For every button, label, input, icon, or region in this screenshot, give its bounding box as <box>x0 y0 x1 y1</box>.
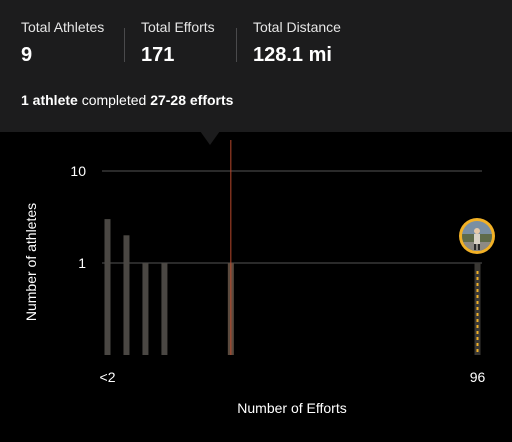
user-layer <box>459 218 495 254</box>
bars-layer <box>104 219 481 355</box>
bar[interactable] <box>161 263 168 355</box>
tooltip-pointer <box>200 131 220 145</box>
x-axis-label: Number of Efforts <box>237 400 346 416</box>
user-avatar-photo <box>462 221 492 251</box>
tooltip-panel: Total Athletes 9 Total Efforts 171 Total… <box>0 0 512 132</box>
y-tick-label: 1 <box>78 255 86 271</box>
x-tick-label: 96 <box>470 369 486 385</box>
stat-divider <box>124 28 125 62</box>
stat-value: 9 <box>21 44 33 66</box>
y-tick-label: 10 <box>70 163 86 179</box>
bar[interactable] <box>123 235 130 355</box>
summary-efforts: 27-28 efforts <box>150 92 234 108</box>
x-tick-label: <2 <box>100 369 116 385</box>
stat-total-efforts: Total Efforts 171 <box>141 19 215 66</box>
stat-total-athletes: Total Athletes 9 <box>21 19 104 66</box>
stat-value: 171 <box>141 44 175 66</box>
bar[interactable] <box>142 263 149 355</box>
stat-label: Total Athletes <box>21 19 105 35</box>
tooltip-summary: 1 athlete completed 27-28 efforts <box>21 92 233 108</box>
grid-layer <box>102 170 482 264</box>
stat-divider <box>236 28 237 62</box>
stat-total-distance: Total Distance 128.1 mi <box>253 19 341 66</box>
stat-label: Total Distance <box>253 19 341 35</box>
labels-layer: 10 1 <2 96 Number of Efforts Number of athlet… <box>23 163 485 416</box>
stat-label: Total Efforts <box>141 19 215 35</box>
summary-athletes: 1 athlete <box>21 92 78 108</box>
stat-value: 128.1 mi <box>253 44 332 66</box>
summary-middle: completed <box>77 92 151 108</box>
bar[interactable] <box>104 219 111 355</box>
y-axis-label: Number of athletes <box>23 203 39 321</box>
